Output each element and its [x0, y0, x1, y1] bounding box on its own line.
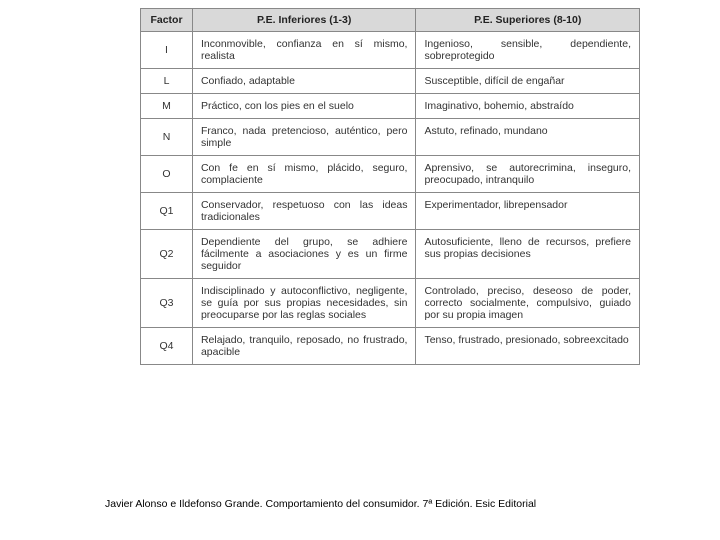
cell-inferiores: Dependiente del grupo, se adhiere fácilm…: [192, 230, 416, 279]
cell-inferiores: Práctico, con los pies en el suelo: [192, 94, 416, 119]
table-row: NFranco, nada pretencioso, auténtico, pe…: [141, 119, 640, 156]
cell-factor: O: [141, 156, 193, 193]
cell-factor: Q3: [141, 279, 193, 328]
citation-caption: Javier Alonso e Ildefonso Grande. Compor…: [105, 498, 536, 510]
table-row: Q2Dependiente del grupo, se adhiere fáci…: [141, 230, 640, 279]
cell-factor: M: [141, 94, 193, 119]
cell-factor: L: [141, 69, 193, 94]
cell-inferiores: Inconmovible, confianza en sí mismo, rea…: [192, 32, 416, 69]
cell-superiores: Imaginativo, bohemio, abstraído: [416, 94, 640, 119]
factor-table-container: Factor P.E. Inferiores (1-3) P.E. Superi…: [140, 8, 640, 365]
cell-superiores: Tenso, frustrado, presionado, sobreexcit…: [416, 328, 640, 365]
cell-inferiores: Conservador, respetuoso con las ideas tr…: [192, 193, 416, 230]
cell-factor: Q2: [141, 230, 193, 279]
cell-superiores: Aprensivo, se autorecrimina, inseguro, p…: [416, 156, 640, 193]
table-row: Q4Relajado, tranquilo, reposado, no frus…: [141, 328, 640, 365]
cell-factor: Q4: [141, 328, 193, 365]
cell-factor: I: [141, 32, 193, 69]
cell-inferiores: Con fe en sí mismo, plácido, seguro, com…: [192, 156, 416, 193]
cell-factor: N: [141, 119, 193, 156]
cell-inferiores: Relajado, tranquilo, reposado, no frustr…: [192, 328, 416, 365]
table-body: IInconmovible, confianza en sí mismo, re…: [141, 32, 640, 365]
table-row: Q1Conservador, respetuoso con las ideas …: [141, 193, 640, 230]
cell-inferiores: Franco, nada pretencioso, auténtico, per…: [192, 119, 416, 156]
table-row: IInconmovible, confianza en sí mismo, re…: [141, 32, 640, 69]
cell-superiores: Controlado, preciso, deseoso de poder, c…: [416, 279, 640, 328]
cell-superiores: Ingenioso, sensible, dependiente, sobrep…: [416, 32, 640, 69]
table-header-row: Factor P.E. Inferiores (1-3) P.E. Superi…: [141, 9, 640, 32]
table-row: LConfiado, adaptableSusceptible, difícil…: [141, 69, 640, 94]
cell-superiores: Autosuficiente, lleno de recursos, prefi…: [416, 230, 640, 279]
header-factor: Factor: [141, 9, 193, 32]
cell-superiores: Susceptible, difícil de engañar: [416, 69, 640, 94]
cell-inferiores: Confiado, adaptable: [192, 69, 416, 94]
cell-superiores: Astuto, refinado, mundano: [416, 119, 640, 156]
table-row: MPráctico, con los pies en el sueloImagi…: [141, 94, 640, 119]
header-superiores: P.E. Superiores (8-10): [416, 9, 640, 32]
table-row: OCon fe en sí mismo, plácido, seguro, co…: [141, 156, 640, 193]
cell-inferiores: Indisciplinado y autoconflictivo, neglig…: [192, 279, 416, 328]
table-row: Q3Indisciplinado y autoconflictivo, negl…: [141, 279, 640, 328]
factor-table: Factor P.E. Inferiores (1-3) P.E. Superi…: [140, 8, 640, 365]
cell-factor: Q1: [141, 193, 193, 230]
header-inferiores: P.E. Inferiores (1-3): [192, 9, 416, 32]
cell-superiores: Experimentador, librepensador: [416, 193, 640, 230]
